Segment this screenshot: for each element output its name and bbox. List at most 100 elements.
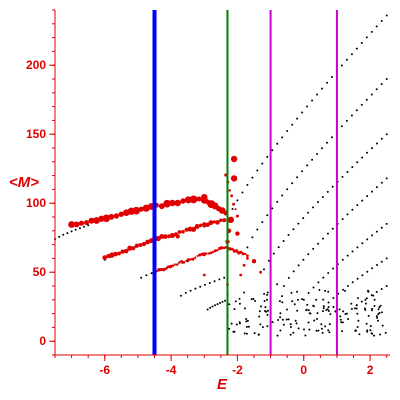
black-data-point <box>307 292 310 294</box>
black-data-point <box>356 326 359 328</box>
black-data-point <box>327 310 330 312</box>
black-data-point <box>297 327 300 330</box>
black-data-point <box>331 185 334 188</box>
black-data-point <box>303 328 305 331</box>
black-data-point <box>218 278 221 281</box>
y-tick-label: 50 <box>33 265 47 279</box>
red-data-point <box>118 211 125 217</box>
black-data-point <box>261 221 264 224</box>
y-tick-label: 0 <box>39 334 46 348</box>
red-data-point <box>222 218 227 223</box>
red-data-point <box>212 220 216 224</box>
black-data-point <box>322 305 325 308</box>
red-data-point <box>182 261 186 264</box>
black-data-point <box>361 242 364 245</box>
red-data-point <box>158 203 165 210</box>
black-data-point <box>244 307 246 310</box>
black-data-point <box>378 306 381 309</box>
black-data-point <box>341 330 344 333</box>
black-data-point <box>251 236 254 239</box>
red-data-point <box>191 257 195 261</box>
red-data-point <box>132 206 141 215</box>
black-data-point <box>238 321 241 324</box>
black-data-point <box>306 105 309 108</box>
red-data-point <box>216 248 219 252</box>
black-data-point <box>253 332 256 335</box>
black-data-point <box>346 254 349 257</box>
black-data-point <box>254 299 256 302</box>
black-data-point <box>145 274 148 277</box>
black-data-point <box>321 196 324 198</box>
black-data-point <box>351 208 354 211</box>
black-data-point <box>321 331 324 334</box>
black-data-point <box>266 325 269 328</box>
black-data-point <box>342 310 345 313</box>
black-data-point <box>375 230 378 233</box>
black-data-point <box>180 294 182 297</box>
black-data-point <box>370 93 373 96</box>
black-data-point <box>357 297 359 300</box>
red-data-point <box>163 199 171 208</box>
black-data-point <box>301 298 303 301</box>
red-data-point <box>178 261 181 264</box>
black-data-point <box>281 301 284 304</box>
black-data-point <box>381 311 383 314</box>
red-data-point <box>113 213 120 219</box>
black-data-point <box>341 175 344 178</box>
black-data-point <box>256 228 259 231</box>
black-data-point <box>281 318 284 321</box>
black-data-point <box>320 327 323 330</box>
black-data-point <box>312 247 315 250</box>
black-data-point <box>289 323 292 326</box>
black-data-point <box>224 299 226 302</box>
black-data-point <box>356 246 359 249</box>
black-data-point <box>271 149 274 152</box>
black-data-point <box>369 325 372 327</box>
black-data-point <box>316 93 318 96</box>
black-data-point <box>357 319 360 322</box>
red-data-point <box>235 214 239 218</box>
black-data-point <box>361 199 364 202</box>
black-data-point <box>295 322 298 325</box>
black-data-point <box>246 319 249 322</box>
red-data-point <box>145 239 150 245</box>
black-data-point <box>282 240 285 242</box>
black-data-point <box>355 304 358 307</box>
black-data-point <box>341 218 344 221</box>
black-data-point <box>258 315 261 318</box>
black-data-point <box>257 333 260 336</box>
red-data-point <box>108 213 115 220</box>
red-data-point <box>171 264 175 268</box>
black-data-point <box>259 323 262 326</box>
black-data-point <box>251 176 254 179</box>
black-data-point <box>350 307 353 310</box>
black-data-point <box>380 137 383 140</box>
black-data-point <box>345 119 348 122</box>
black-data-point <box>316 312 319 315</box>
black-data-point <box>70 230 73 233</box>
red-data-point <box>230 175 238 182</box>
red-data-point <box>246 254 249 258</box>
black-data-point <box>246 246 249 249</box>
black-data-point <box>58 235 61 238</box>
x-axis-title: E <box>217 376 228 393</box>
black-data-point <box>302 298 305 301</box>
black-data-point <box>385 285 388 287</box>
black-data-point <box>364 302 367 305</box>
black-data-point <box>263 292 266 295</box>
black-data-point <box>245 318 248 320</box>
black-data-point <box>332 267 334 270</box>
black-data-point <box>332 297 335 299</box>
black-data-point <box>315 298 318 301</box>
red-data-point <box>175 234 180 239</box>
black-data-point <box>317 242 320 245</box>
black-data-point <box>241 191 244 194</box>
black-data-point <box>366 238 369 241</box>
black-data-point <box>375 315 378 318</box>
y-tick-label: 200 <box>26 58 46 72</box>
black-data-point <box>278 300 281 303</box>
red-data-point <box>198 253 202 257</box>
black-data-point <box>316 153 318 155</box>
black-data-point <box>296 117 299 120</box>
black-data-point <box>351 166 354 169</box>
